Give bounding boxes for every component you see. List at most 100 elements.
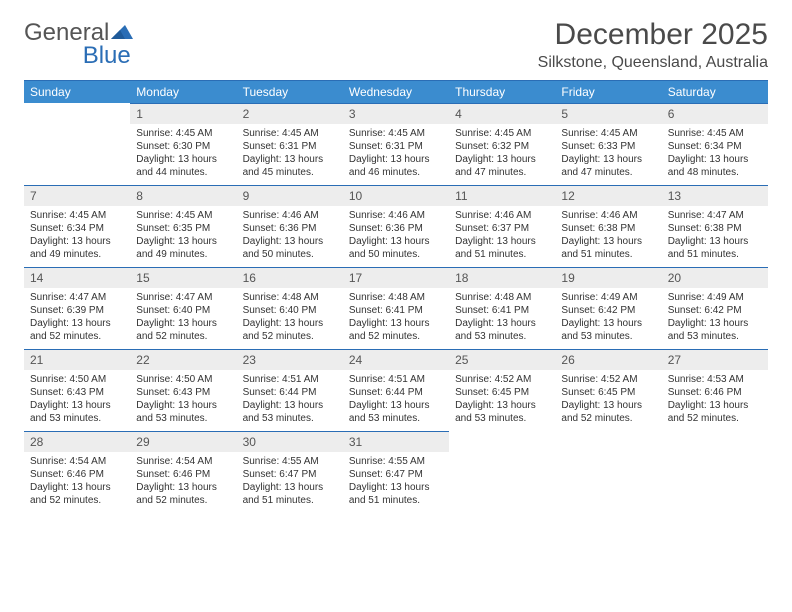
day-info: Sunrise: 4:51 AMSunset: 6:44 PMDaylight:… <box>343 370 449 431</box>
day-info: Sunrise: 4:55 AMSunset: 6:47 PMDaylight:… <box>343 452 449 513</box>
day-info: Sunrise: 4:48 AMSunset: 6:41 PMDaylight:… <box>449 288 555 349</box>
sunrise-line: Sunrise: 4:52 AM <box>561 373 655 386</box>
page-header: General December 2025 Silkstone, Queensl… <box>24 18 768 72</box>
weekday-header: Tuesday <box>237 81 343 103</box>
day-number: 15 <box>130 267 236 288</box>
day-number: 29 <box>130 431 236 452</box>
sunset-line: Sunset: 6:39 PM <box>30 304 124 317</box>
sunrise-line: Sunrise: 4:50 AM <box>136 373 230 386</box>
calendar-cell: 31Sunrise: 4:55 AMSunset: 6:47 PMDayligh… <box>343 431 449 513</box>
day-info: Sunrise: 4:51 AMSunset: 6:44 PMDaylight:… <box>237 370 343 431</box>
day-info: Sunrise: 4:45 AMSunset: 6:31 PMDaylight:… <box>237 124 343 185</box>
sunrise-line: Sunrise: 4:47 AM <box>668 209 762 222</box>
sunset-line: Sunset: 6:32 PM <box>455 140 549 153</box>
day-info: Sunrise: 4:45 AMSunset: 6:34 PMDaylight:… <box>662 124 768 185</box>
sunrise-line: Sunrise: 4:48 AM <box>455 291 549 304</box>
day-info: Sunrise: 4:46 AMSunset: 6:36 PMDaylight:… <box>343 206 449 267</box>
daylight-line: Daylight: 13 hours and 51 minutes. <box>455 235 549 261</box>
day-number: 18 <box>449 267 555 288</box>
day-number: 27 <box>662 349 768 370</box>
weekday-header-row: Sunday Monday Tuesday Wednesday Thursday… <box>24 81 768 103</box>
page-title: December 2025 <box>538 18 768 52</box>
day-number: 5 <box>555 103 661 124</box>
sunset-line: Sunset: 6:38 PM <box>668 222 762 235</box>
day-info: Sunrise: 4:45 AMSunset: 6:33 PMDaylight:… <box>555 124 661 185</box>
calendar-cell: 15Sunrise: 4:47 AMSunset: 6:40 PMDayligh… <box>130 267 236 349</box>
calendar-cell: 27Sunrise: 4:53 AMSunset: 6:46 PMDayligh… <box>662 349 768 431</box>
calendar-cell: 19Sunrise: 4:49 AMSunset: 6:42 PMDayligh… <box>555 267 661 349</box>
calendar-row: 21Sunrise: 4:50 AMSunset: 6:43 PMDayligh… <box>24 349 768 431</box>
calendar-cell <box>555 431 661 513</box>
day-number: 26 <box>555 349 661 370</box>
sunset-line: Sunset: 6:37 PM <box>455 222 549 235</box>
daylight-line: Daylight: 13 hours and 48 minutes. <box>668 153 762 179</box>
calendar-cell: 11Sunrise: 4:46 AMSunset: 6:37 PMDayligh… <box>449 185 555 267</box>
daylight-line: Daylight: 13 hours and 44 minutes. <box>136 153 230 179</box>
sunset-line: Sunset: 6:38 PM <box>561 222 655 235</box>
daylight-line: Daylight: 13 hours and 53 minutes. <box>561 317 655 343</box>
calendar-cell: 20Sunrise: 4:49 AMSunset: 6:42 PMDayligh… <box>662 267 768 349</box>
day-info: Sunrise: 4:48 AMSunset: 6:41 PMDaylight:… <box>343 288 449 349</box>
calendar-table: Sunday Monday Tuesday Wednesday Thursday… <box>24 81 768 513</box>
weekday-header: Monday <box>130 81 236 103</box>
sunset-line: Sunset: 6:31 PM <box>243 140 337 153</box>
sunrise-line: Sunrise: 4:55 AM <box>349 455 443 468</box>
sunset-line: Sunset: 6:34 PM <box>30 222 124 235</box>
weekday-header: Friday <box>555 81 661 103</box>
daylight-line: Daylight: 13 hours and 50 minutes. <box>349 235 443 261</box>
calendar-cell: 22Sunrise: 4:50 AMSunset: 6:43 PMDayligh… <box>130 349 236 431</box>
sunset-line: Sunset: 6:43 PM <box>136 386 230 399</box>
day-number: 4 <box>449 103 555 124</box>
daylight-line: Daylight: 13 hours and 52 minutes. <box>561 399 655 425</box>
daylight-line: Daylight: 13 hours and 52 minutes. <box>349 317 443 343</box>
sunset-line: Sunset: 6:46 PM <box>668 386 762 399</box>
day-number: 13 <box>662 185 768 206</box>
day-number: 1 <box>130 103 236 124</box>
calendar-cell: 13Sunrise: 4:47 AMSunset: 6:38 PMDayligh… <box>662 185 768 267</box>
daylight-line: Daylight: 13 hours and 51 minutes. <box>243 481 337 507</box>
sunrise-line: Sunrise: 4:45 AM <box>455 127 549 140</box>
day-number: 12 <box>555 185 661 206</box>
sunrise-line: Sunrise: 4:55 AM <box>243 455 337 468</box>
title-block: December 2025 Silkstone, Queensland, Aus… <box>538 18 768 72</box>
sunrise-line: Sunrise: 4:54 AM <box>136 455 230 468</box>
calendar-cell: 12Sunrise: 4:46 AMSunset: 6:38 PMDayligh… <box>555 185 661 267</box>
sunset-line: Sunset: 6:46 PM <box>136 468 230 481</box>
sunrise-line: Sunrise: 4:48 AM <box>243 291 337 304</box>
sunset-line: Sunset: 6:34 PM <box>668 140 762 153</box>
day-info: Sunrise: 4:47 AMSunset: 6:39 PMDaylight:… <box>24 288 130 349</box>
sunset-line: Sunset: 6:44 PM <box>243 386 337 399</box>
day-info: Sunrise: 4:45 AMSunset: 6:32 PMDaylight:… <box>449 124 555 185</box>
weekday-header: Saturday <box>662 81 768 103</box>
brand-part2-wrap: GeneBlue <box>24 42 131 70</box>
day-number: 14 <box>24 267 130 288</box>
day-info: Sunrise: 4:50 AMSunset: 6:43 PMDaylight:… <box>130 370 236 431</box>
sunset-line: Sunset: 6:40 PM <box>243 304 337 317</box>
calendar-cell: 29Sunrise: 4:54 AMSunset: 6:46 PMDayligh… <box>130 431 236 513</box>
day-number: 19 <box>555 267 661 288</box>
weekday-header: Thursday <box>449 81 555 103</box>
sunrise-line: Sunrise: 4:47 AM <box>136 291 230 304</box>
weekday-header: Sunday <box>24 81 130 103</box>
sunrise-line: Sunrise: 4:45 AM <box>349 127 443 140</box>
sunrise-line: Sunrise: 4:45 AM <box>136 127 230 140</box>
sunrise-line: Sunrise: 4:52 AM <box>455 373 549 386</box>
sunrise-line: Sunrise: 4:49 AM <box>668 291 762 304</box>
calendar-cell: 21Sunrise: 4:50 AMSunset: 6:43 PMDayligh… <box>24 349 130 431</box>
calendar-cell: 4Sunrise: 4:45 AMSunset: 6:32 PMDaylight… <box>449 103 555 185</box>
day-number: 7 <box>24 185 130 206</box>
sunrise-line: Sunrise: 4:51 AM <box>349 373 443 386</box>
weekday-header: Wednesday <box>343 81 449 103</box>
day-number: 2 <box>237 103 343 124</box>
calendar-cell: 5Sunrise: 4:45 AMSunset: 6:33 PMDaylight… <box>555 103 661 185</box>
calendar-cell: 16Sunrise: 4:48 AMSunset: 6:40 PMDayligh… <box>237 267 343 349</box>
location-subtitle: Silkstone, Queensland, Australia <box>538 54 768 72</box>
sunrise-line: Sunrise: 4:48 AM <box>349 291 443 304</box>
daylight-line: Daylight: 13 hours and 52 minutes. <box>136 317 230 343</box>
calendar-cell: 7Sunrise: 4:45 AMSunset: 6:34 PMDaylight… <box>24 185 130 267</box>
daylight-line: Daylight: 13 hours and 53 minutes. <box>455 317 549 343</box>
sunrise-line: Sunrise: 4:49 AM <box>561 291 655 304</box>
sunrise-line: Sunrise: 4:46 AM <box>349 209 443 222</box>
sunset-line: Sunset: 6:36 PM <box>243 222 337 235</box>
sunrise-line: Sunrise: 4:47 AM <box>30 291 124 304</box>
